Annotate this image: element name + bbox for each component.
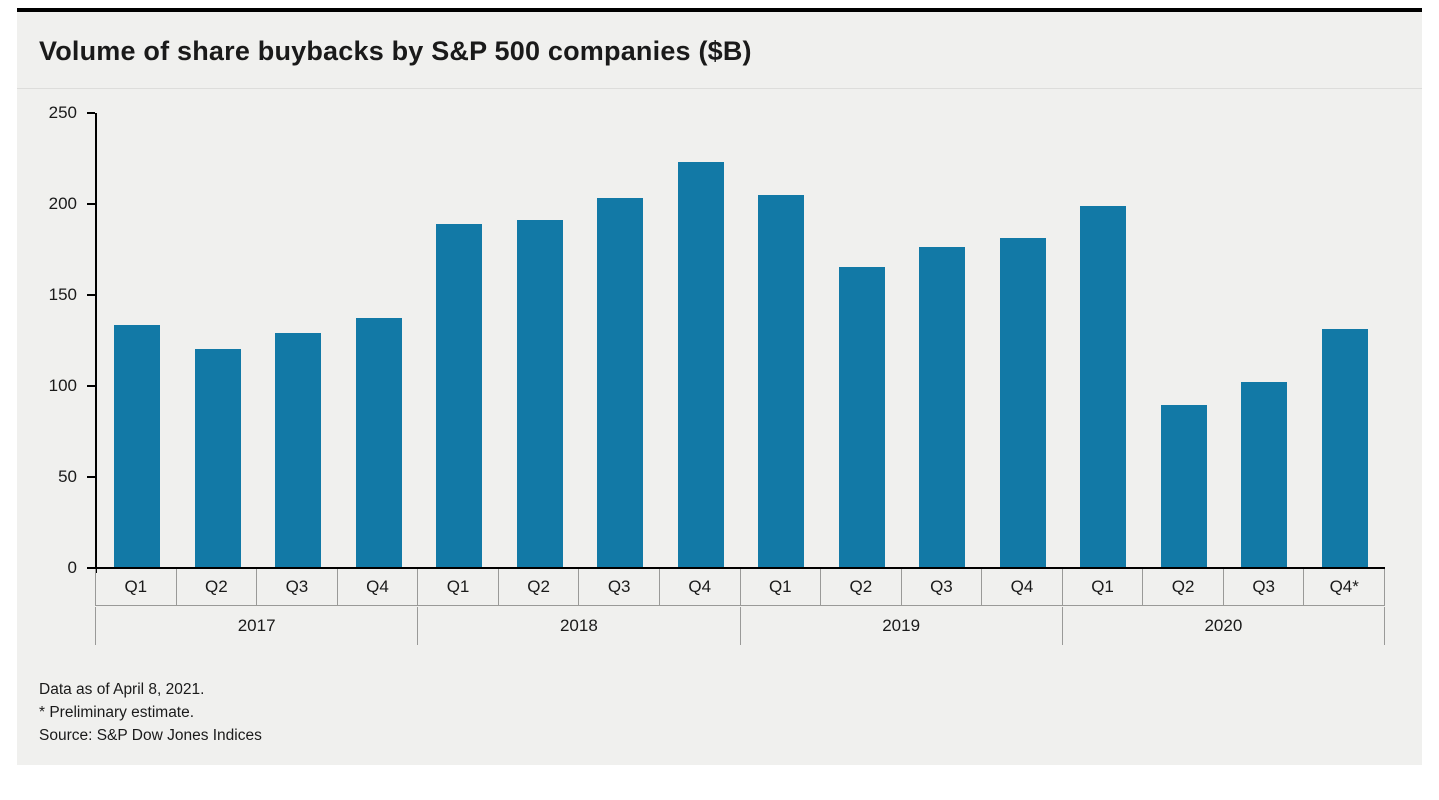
x-tick-quarter: Q3 — [902, 569, 983, 605]
bar-Q3-10 — [919, 247, 966, 567]
bar-slot — [500, 113, 581, 567]
bar-slot — [1063, 113, 1144, 567]
bars — [97, 113, 1385, 567]
bar-slot — [661, 113, 742, 567]
x-tick-year: 2017 — [95, 607, 419, 645]
bar-Q4-3 — [355, 318, 402, 567]
x-tick-quarter: Q1 — [418, 569, 499, 605]
x-axis-year-row: 2017 2018 2019 2020 — [95, 607, 1385, 645]
x-tick-quarter: Q4 — [982, 569, 1063, 605]
bar-Q1-12 — [1080, 205, 1127, 567]
y-tick-label: 200 — [48, 194, 77, 213]
bar-Q4*-15 — [1321, 329, 1368, 567]
x-tick-year: 2020 — [1063, 607, 1385, 645]
x-tick-quarter: Q2 — [177, 569, 258, 605]
bar-slot — [97, 113, 178, 567]
y-tick-label: 150 — [48, 285, 77, 304]
bar-Q3-2 — [275, 332, 322, 567]
x-tick-quarter: Q4 — [338, 569, 419, 605]
bar-slot — [258, 113, 339, 567]
bar-slot — [1224, 113, 1305, 567]
bar-Q1-0 — [114, 325, 161, 567]
y-tick-mark — [87, 567, 95, 569]
bar-Q4-7 — [677, 162, 724, 567]
bar-slot — [580, 113, 661, 567]
bar-Q2-5 — [516, 220, 563, 567]
x-tick-year: 2018 — [418, 607, 741, 645]
x-tick-quarter: Q1 — [741, 569, 822, 605]
footnotes: Data as of April 8, 2021. * Preliminary … — [39, 678, 262, 747]
bar-Q1-4 — [436, 223, 483, 567]
bar-slot — [822, 113, 903, 567]
x-tick-quarter: Q1 — [1063, 569, 1144, 605]
bar-slot — [902, 113, 983, 567]
top-rule — [17, 8, 1422, 12]
bar-Q2-13 — [1160, 405, 1207, 567]
bar-slot — [419, 113, 500, 567]
footnote-preliminary: * Preliminary estimate. — [39, 704, 195, 721]
x-tick-quarter: Q3 — [257, 569, 338, 605]
bar-slot — [1305, 113, 1386, 567]
bar-slot — [339, 113, 420, 567]
x-tick-year: 2019 — [741, 607, 1063, 645]
y-tick-label: 50 — [58, 467, 77, 486]
y-tick-label: 0 — [67, 558, 77, 577]
x-tick-quarter: Q4 — [660, 569, 741, 605]
bar-Q3-14 — [1241, 381, 1288, 567]
bar-slot — [983, 113, 1064, 567]
bar-slot — [1144, 113, 1225, 567]
bar-Q2-9 — [838, 267, 885, 567]
y-tick-mark — [87, 294, 95, 296]
bar-Q3-6 — [597, 198, 644, 567]
y-tick-mark — [87, 203, 95, 205]
x-tick-quarter: Q2 — [1143, 569, 1224, 605]
title-divider — [17, 88, 1422, 89]
y-tick-label: 100 — [48, 376, 77, 395]
bar-Q1-8 — [758, 194, 805, 567]
x-tick-quarter: Q1 — [95, 569, 177, 605]
x-tick-quarter: Q4* — [1304, 569, 1385, 605]
x-axis-quarter-row: Q1 Q2 Q3 Q4 Q1 Q2 Q3 Q4 Q1 Q2 Q3 Q4 Q1 Q2 Q3 Q4* — [95, 569, 1385, 606]
bar-Q4-11 — [999, 238, 1046, 567]
x-tick-quarter: Q3 — [1224, 569, 1305, 605]
bar-slot — [741, 113, 822, 567]
y-tick-mark — [87, 476, 95, 478]
x-tick-quarter: Q2 — [821, 569, 902, 605]
bar-slot — [178, 113, 259, 567]
bar-Q2-1 — [194, 349, 241, 567]
y-tick-mark — [87, 385, 95, 387]
y-tick-label: 250 — [48, 103, 77, 122]
y-tick-mark — [87, 112, 95, 114]
chart-figure: Volume of share buybacks by S&P 500 comp… — [17, 8, 1422, 765]
footnote-data-as-of: Data as of April 8, 2021. — [39, 681, 205, 698]
footnote-source: Source: S&P Dow Jones Indices — [39, 727, 262, 744]
y-axis-line — [95, 113, 97, 573]
chart-title: Volume of share buybacks by S&P 500 comp… — [39, 36, 752, 66]
x-tick-quarter: Q2 — [499, 569, 580, 605]
x-axis-line — [95, 567, 1385, 569]
x-tick-quarter: Q3 — [579, 569, 660, 605]
